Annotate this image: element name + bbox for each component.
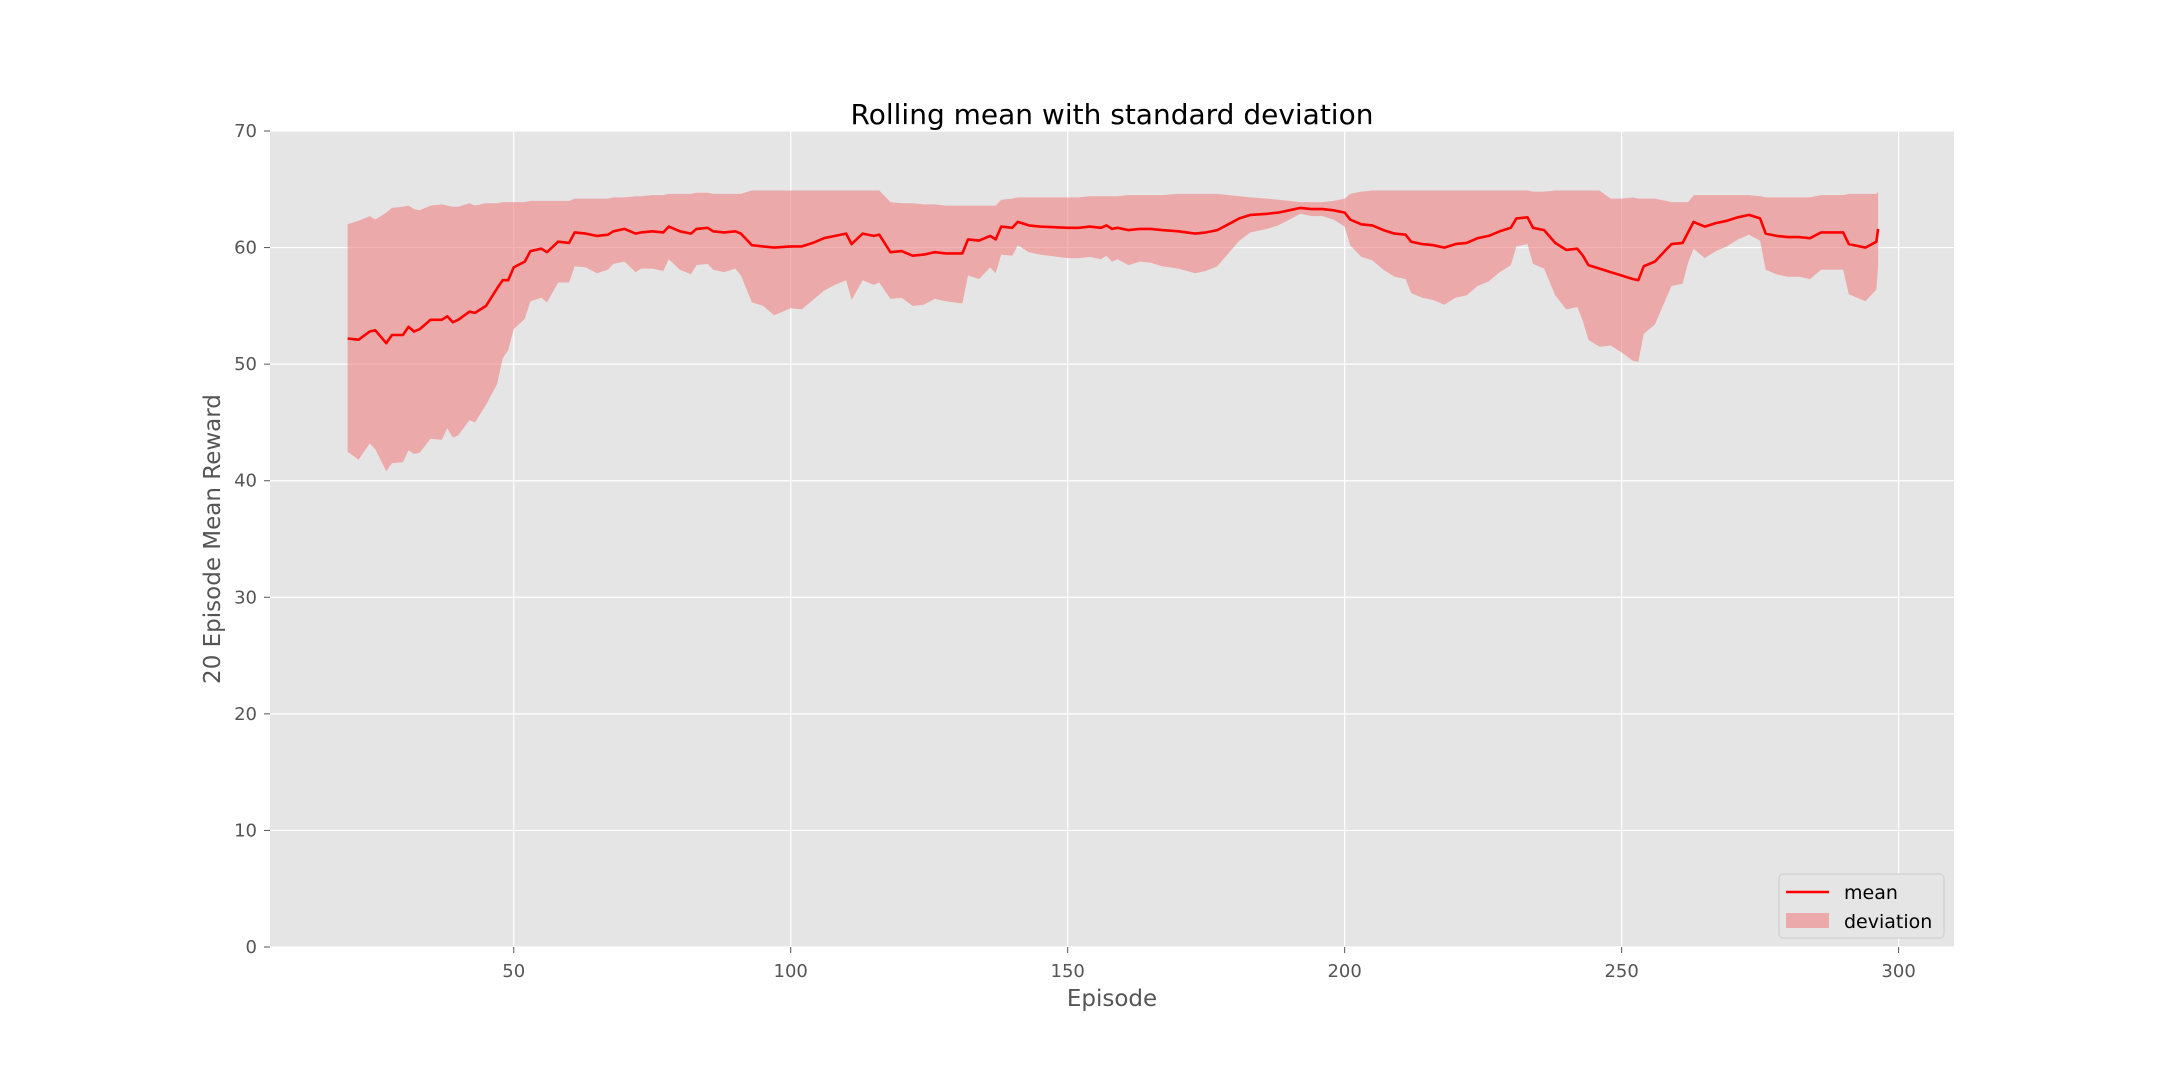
deviation-band xyxy=(347,190,1879,472)
x-tick-label: 50 xyxy=(502,961,525,982)
y-tick-label: 20 xyxy=(234,704,257,725)
x-tick-label: 250 xyxy=(1604,961,1638,982)
mean-line xyxy=(347,206,1880,345)
x-axis-ticks: 50 100 150 200 250 300 xyxy=(502,947,1916,982)
x-axis-label: Episode xyxy=(1067,986,1157,1012)
y-tick-label: 70 xyxy=(234,121,257,142)
x-tick-label: 100 xyxy=(774,961,808,982)
y-tick-label: 60 xyxy=(234,238,257,259)
x-tick-label: 300 xyxy=(1881,961,1915,982)
series-layer xyxy=(347,190,1880,472)
legend-mean-label: mean xyxy=(1844,882,1898,904)
legend-deviation-swatch xyxy=(1786,913,1829,928)
y-tick-label: 10 xyxy=(234,820,257,841)
x-tick-label: 150 xyxy=(1051,961,1085,982)
y-axis-ticks: 0 10 20 30 40 50 60 70 xyxy=(234,121,270,958)
y-tick-label: 50 xyxy=(234,354,257,375)
legend: mean deviation xyxy=(1778,873,1945,939)
y-tick-label: 0 xyxy=(246,937,257,958)
x-tick-label: 200 xyxy=(1327,961,1361,982)
y-axis-label: 20 Episode Mean Reward xyxy=(200,394,226,684)
chart-title: Rolling mean with standard deviation xyxy=(851,98,1374,131)
y-tick-label: 40 xyxy=(234,471,257,492)
y-tick-label: 30 xyxy=(234,587,257,608)
legend-deviation-label: deviation xyxy=(1844,911,1932,933)
